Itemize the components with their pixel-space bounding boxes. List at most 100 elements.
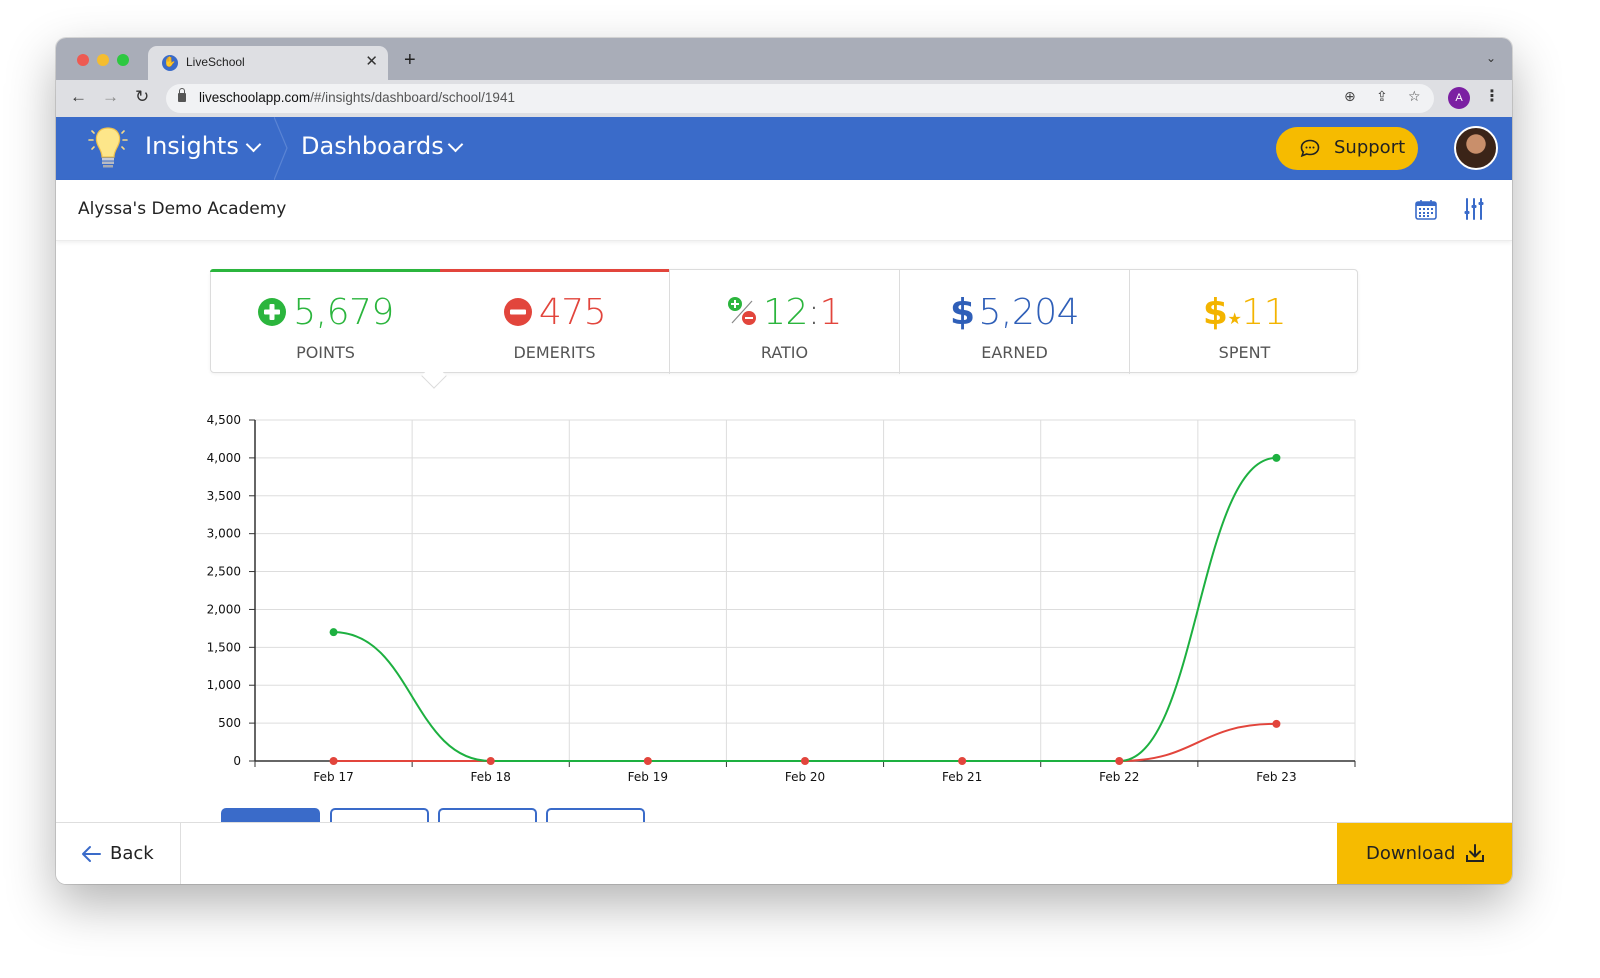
x-tick-label: Feb 20: [785, 770, 825, 784]
tab-search-chevron-icon[interactable]: ⌄: [1485, 51, 1496, 65]
points-value: 5,679: [293, 292, 394, 333]
plus-circle-icon: [258, 298, 287, 326]
x-tick-label: Feb 22: [1099, 770, 1139, 784]
stat-divider: [1129, 270, 1130, 374]
liveschool-favicon-icon: ✋: [162, 55, 178, 71]
minimize-window-button[interactable]: [97, 54, 109, 66]
demerits-indicator-bar: [440, 269, 669, 272]
y-tick-label: 3,500: [207, 489, 241, 503]
data-point-marker[interactable]: [801, 757, 809, 765]
app-header: Insights Dashboards Support: [56, 117, 1512, 180]
user-avatar[interactable]: [1454, 126, 1498, 170]
stat-demerits[interactable]: 475 DEMERITS: [440, 270, 669, 374]
filter-sliders-icon[interactable]: [1464, 197, 1484, 221]
url-text: liveschoolapp.com/#/insights/dashboard/s…: [199, 90, 515, 105]
points-demerits-line-chart: 0 500 1,000 1,500 2,000 2,500 3,000 3,500 4,000 4…: [207, 413, 1356, 784]
support-button[interactable]: Support: [1276, 127, 1418, 170]
stat-earned[interactable]: $5,204 EARNED: [900, 270, 1129, 374]
chart-series: [329, 453, 1281, 765]
browser-window: ✋ LiveSchool ✕ + ⌄ ← → ↻ liveschoolapp.c…: [56, 38, 1512, 884]
back-icon[interactable]: ←: [70, 87, 87, 106]
data-point-marker[interactable]: [329, 757, 338, 765]
spent-label: SPENT: [1218, 343, 1271, 362]
stat-divider: [899, 270, 900, 374]
close-tab-icon[interactable]: ✕: [365, 53, 378, 70]
download-label: Download: [1366, 843, 1456, 864]
new-tab-button[interactable]: +: [404, 49, 416, 71]
stat-divider: [669, 270, 670, 374]
demerits-label: DEMERITS: [513, 343, 596, 362]
y-tick-label: 1,500: [207, 640, 241, 654]
stat-ratio[interactable]: 12:1 RATIO: [670, 270, 899, 374]
zoom-icon[interactable]: ⊕: [1344, 89, 1356, 105]
address-bar[interactable]: liveschoolapp.com/#/insights/dashboard/s…: [166, 84, 1434, 113]
profile-avatar[interactable]: A: [1448, 87, 1470, 109]
calendar-icon[interactable]: [1415, 199, 1437, 220]
y-axis: 0 500 1,000 1,500 2,000 2,500 3,000 3,500 4,000 4…: [207, 413, 255, 768]
y-tick-label: 2,000: [207, 602, 241, 616]
data-point-marker[interactable]: [1115, 757, 1124, 765]
x-tick-label: Feb 21: [942, 770, 982, 784]
maximize-window-button[interactable]: [117, 54, 129, 66]
x-axis: Feb 17 Feb 18 Feb 19 Feb 20 Feb 21 Feb 22 Feb …: [254, 420, 1356, 784]
chat-bubble-icon: [1300, 139, 1320, 157]
stat-spent[interactable]: $★11 SPENT: [1130, 270, 1359, 374]
points-indicator-bar: [210, 269, 440, 272]
ratio-label: RATIO: [760, 343, 809, 362]
browser-toolbar: ← → ↻ liveschoolapp.com/#/insights/dashb…: [56, 80, 1512, 117]
ratio-icon: [728, 297, 757, 325]
data-point-marker[interactable]: [486, 757, 495, 765]
spent-value: 11: [1241, 292, 1287, 333]
data-point-marker[interactable]: [643, 757, 652, 765]
close-window-button[interactable]: [77, 54, 89, 66]
points-label: POINTS: [296, 343, 355, 362]
subheader: Alyssa's Demo Academy: [56, 180, 1512, 241]
download-button[interactable]: Download: [1337, 823, 1512, 884]
earned-value: 5,204: [978, 292, 1080, 333]
ratio-positive: 12: [763, 292, 808, 333]
download-icon: [1466, 844, 1484, 862]
x-tick-label: Feb 18: [471, 770, 511, 784]
dashboards-menu[interactable]: Dashboards: [301, 132, 444, 160]
x-tick-label: Feb 23: [1256, 770, 1296, 784]
support-label: Support: [1334, 137, 1406, 158]
breadcrumb-separator: [274, 117, 288, 180]
data-point-marker[interactable]: [1272, 453, 1281, 462]
lock-icon: [178, 88, 186, 102]
data-point-marker[interactable]: [329, 628, 338, 637]
y-tick-label: 0: [233, 754, 241, 768]
ratio-negative: 1: [819, 292, 843, 333]
reload-icon[interactable]: ↻: [135, 87, 150, 106]
data-point-marker[interactable]: [1272, 719, 1281, 728]
demerits-value: 475: [538, 292, 607, 333]
footer-bar: Back Download: [56, 822, 1512, 884]
earned-label: EARNED: [981, 343, 1048, 362]
y-tick-label: 4,000: [207, 451, 241, 465]
insights-menu[interactable]: Insights: [145, 132, 239, 160]
y-tick-label: 3,000: [207, 527, 241, 541]
back-button[interactable]: Back: [56, 823, 181, 884]
menu-icon[interactable]: ⋮: [1484, 86, 1500, 105]
points-line: [333, 456, 1277, 762]
tab-title: LiveSchool: [186, 55, 245, 69]
stat-points[interactable]: 5,679 POINTS: [211, 270, 440, 374]
minus-circle-icon: [503, 298, 532, 326]
browser-tab[interactable]: ✋ LiveSchool ✕: [148, 46, 388, 80]
forward-icon[interactable]: →: [102, 87, 119, 106]
dollar-star-icon: $★: [1202, 292, 1242, 333]
arrow-left-icon: [82, 846, 101, 862]
ratio-separator: :: [807, 292, 820, 333]
star-icon[interactable]: ☆: [1408, 89, 1421, 105]
school-name: Alyssa's Demo Academy: [78, 199, 287, 219]
x-tick-label: Feb 17: [313, 770, 353, 784]
tab-strip: ✋ LiveSchool ✕ + ⌄: [56, 38, 1512, 80]
chevron-down-icon[interactable]: [447, 136, 464, 153]
chevron-down-icon[interactable]: [245, 136, 262, 153]
x-tick-label: Feb 19: [628, 770, 668, 784]
y-tick-label: 4,500: [207, 413, 241, 427]
data-point-marker[interactable]: [958, 757, 967, 765]
stats-summary-card: 5,679 POINTS 475 DEMERITS 12:1 RATIO: [210, 269, 1359, 389]
share-icon[interactable]: ⇪: [1376, 89, 1388, 105]
y-tick-label: 2,500: [207, 565, 241, 579]
back-label: Back: [110, 843, 154, 864]
